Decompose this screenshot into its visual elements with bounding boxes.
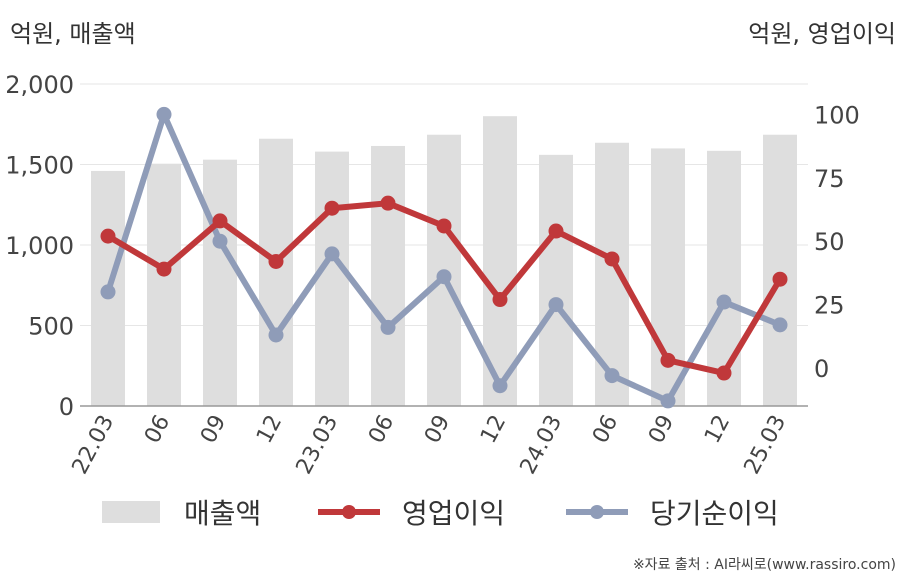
chart-canvas: 0 500 1,000 1,500 2,000 0 25 50 75 100 22.03 06 09 12… bbox=[5, 71, 860, 478]
x-tick-label: 09 bbox=[420, 411, 455, 447]
legend-item-operating-profit: 영업이익 bbox=[318, 492, 505, 532]
left-tick-label: 1,000 bbox=[5, 232, 74, 260]
legend-label-revenue: 매출액 bbox=[184, 497, 262, 530]
bar-revenue bbox=[707, 150, 741, 406]
x-tick-label: 12 bbox=[700, 411, 735, 447]
legend-item-revenue: 매출액 bbox=[102, 492, 261, 532]
x-tick-label: 06 bbox=[588, 411, 623, 447]
bar-revenue bbox=[203, 159, 237, 406]
point-operating-profit bbox=[604, 251, 620, 267]
line-layer bbox=[100, 106, 788, 409]
right-tick-label: 100 bbox=[814, 101, 860, 129]
x-tick-label: 09 bbox=[644, 411, 679, 447]
point-net-income bbox=[212, 233, 228, 249]
bar-revenue bbox=[539, 154, 573, 406]
x-tick-label: 12 bbox=[476, 411, 511, 447]
x-tick-label: 24.03 bbox=[516, 411, 568, 478]
point-operating-profit bbox=[660, 352, 676, 368]
right-tick-label: 0 bbox=[814, 355, 829, 383]
point-net-income bbox=[324, 246, 340, 262]
point-net-income bbox=[380, 319, 396, 335]
x-tick-label: 06 bbox=[140, 411, 175, 447]
x-tick-label: 09 bbox=[196, 411, 231, 447]
right-tick-label: 25 bbox=[814, 292, 845, 320]
point-net-income bbox=[660, 393, 676, 409]
point-net-income bbox=[492, 378, 508, 394]
x-tick-label: 25.03 bbox=[740, 411, 792, 478]
point-net-income bbox=[548, 297, 564, 313]
legend-swatch-net-income bbox=[566, 501, 628, 523]
point-net-income bbox=[156, 106, 172, 122]
point-net-income bbox=[268, 327, 284, 343]
left-axis-unit-label: 억원, 매출액 bbox=[10, 20, 136, 48]
x-tick-label: 12 bbox=[252, 411, 287, 447]
point-operating-profit bbox=[380, 195, 396, 211]
right-axis-unit-label: 억원, 영업이익 bbox=[748, 20, 896, 48]
bar-revenue bbox=[259, 138, 293, 407]
legend-label-net-income: 당기순이익 bbox=[650, 497, 779, 530]
left-tick-label: 0 bbox=[59, 393, 74, 421]
point-net-income bbox=[436, 269, 452, 285]
point-operating-profit bbox=[492, 292, 508, 308]
right-tick-label: 75 bbox=[814, 165, 845, 193]
point-net-income bbox=[772, 317, 788, 333]
point-operating-profit bbox=[548, 223, 564, 239]
right-tick-label: 50 bbox=[814, 228, 845, 256]
x-tick-label: 22.03 bbox=[68, 411, 120, 478]
left-tick-label: 1,500 bbox=[5, 152, 74, 180]
left-tick-label: 2,000 bbox=[5, 71, 74, 99]
x-tick-label: 06 bbox=[364, 411, 399, 447]
point-operating-profit bbox=[436, 218, 452, 234]
legend-swatch-revenue bbox=[102, 501, 160, 523]
left-tick-label: 500 bbox=[28, 313, 74, 341]
point-operating-profit bbox=[324, 200, 340, 216]
source-note: ※자료 출처 : AI라씨로(www.rassiro.com) bbox=[632, 557, 896, 573]
point-operating-profit bbox=[268, 253, 284, 269]
legend-swatch-operating-profit bbox=[318, 501, 380, 523]
bar-revenue bbox=[315, 151, 349, 406]
point-operating-profit bbox=[772, 271, 788, 287]
bar-revenue bbox=[147, 163, 181, 406]
point-net-income bbox=[604, 368, 620, 384]
bar-revenue bbox=[763, 134, 797, 406]
point-net-income bbox=[716, 294, 732, 310]
point-operating-profit bbox=[100, 228, 116, 244]
point-operating-profit bbox=[716, 365, 732, 381]
point-operating-profit bbox=[156, 261, 172, 277]
point-net-income bbox=[100, 284, 116, 300]
legend-item-net-income: 당기순이익 bbox=[566, 492, 779, 532]
point-operating-profit bbox=[212, 213, 228, 229]
legend-label-operating-profit: 영업이익 bbox=[402, 497, 506, 530]
bar-revenue bbox=[371, 145, 405, 407]
x-tick-label: 23.03 bbox=[292, 411, 344, 478]
